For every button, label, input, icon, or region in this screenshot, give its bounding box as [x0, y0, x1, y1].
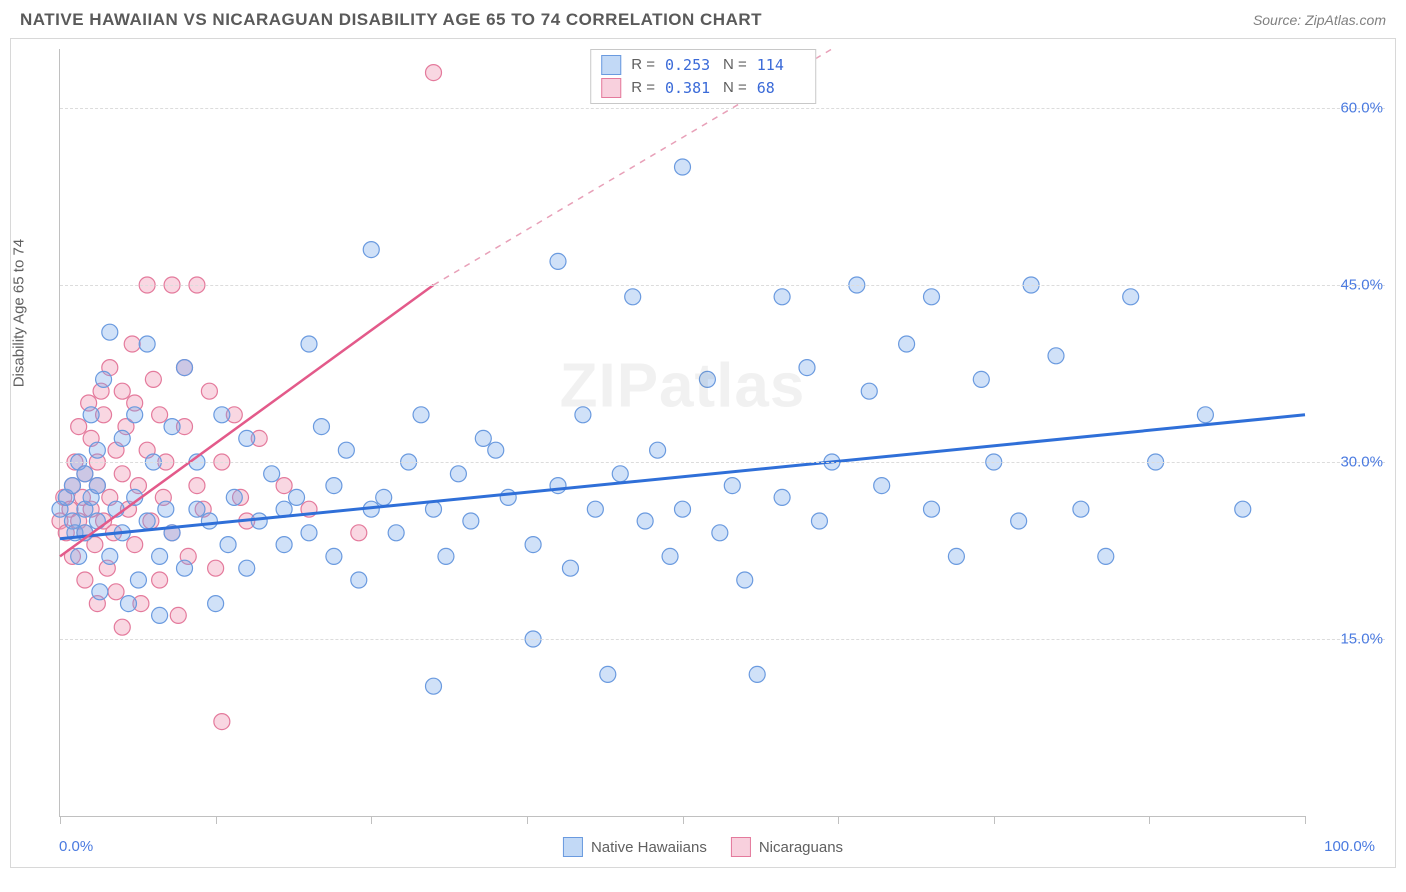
- y-axis-label: Disability Age 65 to 74: [11, 239, 28, 387]
- scatter-svg: [60, 49, 1305, 816]
- legend-swatch-2: [731, 837, 751, 857]
- chart-container: Disability Age 65 to 74 ZIPatlas 15.0%30…: [10, 38, 1396, 868]
- swatch-series2: [601, 78, 621, 98]
- stats-box: R = 0.253 N = 114 R = 0.381 N = 68: [590, 49, 816, 104]
- y-tick-label: 60.0%: [1340, 100, 1383, 117]
- stats-row-2: R = 0.381 N = 68: [601, 77, 805, 100]
- y-tick-label: 45.0%: [1340, 277, 1383, 294]
- legend-item-1: Native Hawaiians: [563, 837, 707, 857]
- swatch-series1: [601, 55, 621, 75]
- legend-item-2: Nicaraguans: [731, 837, 843, 857]
- y-tick-label: 15.0%: [1340, 631, 1383, 648]
- x-axis-min: 0.0%: [59, 838, 93, 855]
- x-axis-max: 100.0%: [1324, 838, 1375, 855]
- legend: Native Hawaiians Nicaraguans: [563, 837, 843, 857]
- stats-row-1: R = 0.253 N = 114: [601, 54, 805, 77]
- y-tick-label: 30.0%: [1340, 454, 1383, 471]
- chart-title: NATIVE HAWAIIAN VS NICARAGUAN DISABILITY…: [20, 10, 762, 30]
- legend-swatch-1: [563, 837, 583, 857]
- source-label: Source: ZipAtlas.com: [1253, 12, 1386, 28]
- plot-area: ZIPatlas 15.0%30.0%45.0%60.0%: [59, 49, 1305, 817]
